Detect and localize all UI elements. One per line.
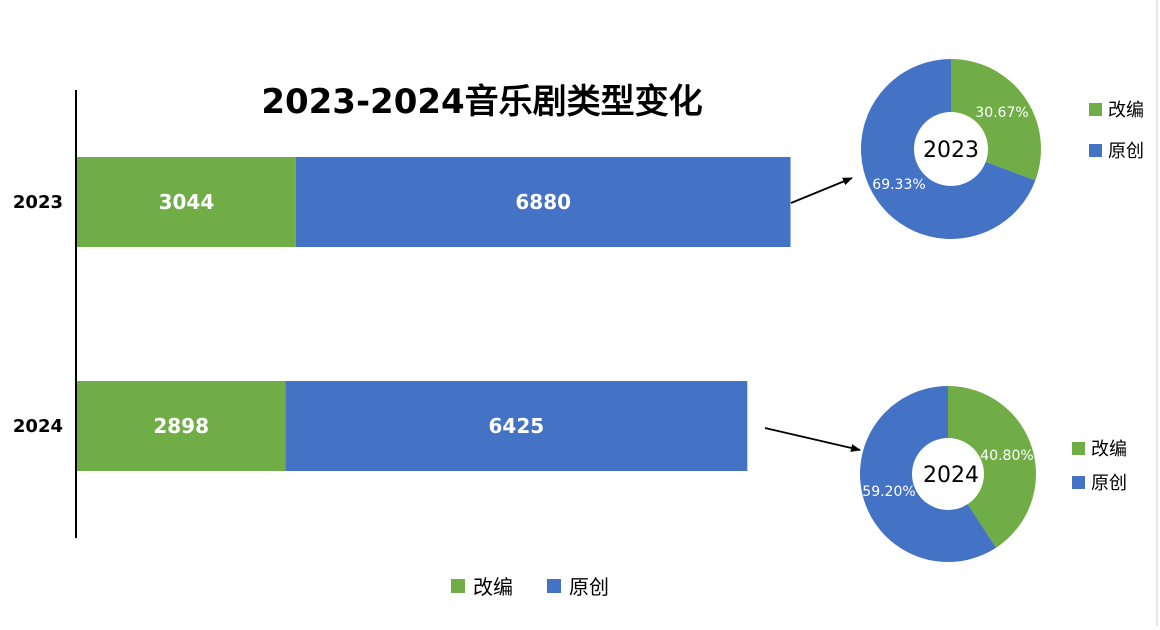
bar-2023-adapted [77,157,296,247]
donut-2023-center-label: 2023 [923,138,979,163]
legend-swatch-adapted [451,579,465,593]
donut-2024-label-original: 59.20% [862,484,915,500]
bar-2023-original [295,157,791,247]
donut-2024-legend-label-original: 原创 [1091,473,1127,494]
donut-2024-legend-swatch-adapted [1072,442,1085,455]
donut-2024-slice-adapted [948,386,1037,548]
data-label-2023-adapted: 3044 [159,190,215,214]
donut-2023-hole [914,112,988,186]
donut-2024-center-label: 2024 [923,463,979,488]
bar-legend: 改编 原创 [451,575,609,599]
donut-2024-label-adapted: 40.80% [980,448,1033,464]
legend-swatch-original [547,579,561,593]
donut-2023-legend-swatch-adapted [1089,103,1102,116]
donut-2024: 2024 40.80% 59.20% [860,386,1037,562]
donut-2023-label-adapted: 30.67% [975,105,1028,121]
donut-2023-legend-label-adapted: 改编 [1108,100,1144,121]
category-label-2023: 2023 [13,192,63,213]
donut-2023-legend-swatch-original [1089,144,1102,157]
donut-2024-hole [912,438,984,510]
legend-label-original: 原创 [569,575,609,599]
donut-2024-legend-label-adapted: 改编 [1091,439,1127,460]
bar-series-group: 3044 6880 2898 6425 [77,157,791,471]
donut-2023-label-original: 69.33% [872,177,925,193]
donut-2023: 2023 30.67% 69.33% [861,58,1041,239]
page-edge-divider [1156,0,1158,626]
donut-2023-legend: 改编 原创 [1089,100,1144,162]
category-label-2024: 2024 [13,416,63,437]
bar-2024-original [285,381,748,471]
data-label-2024-original: 6425 [489,414,545,438]
arrow-to-2024-donut [764,427,861,452]
data-label-2023-original: 6880 [515,190,571,214]
donut-2024-legend-swatch-original [1072,476,1085,489]
donut-2023-legend-label-original: 原创 [1108,141,1144,162]
data-label-2024-adapted: 2898 [153,414,209,438]
arrow-to-2023-donut [790,177,853,204]
legend-label-adapted: 改编 [473,575,513,599]
donut-2024-legend: 改编 原创 [1072,439,1127,494]
bar-chart-title: 2023-2024音乐剧类型变化 [261,82,702,122]
bar-2024-adapted [77,381,286,471]
